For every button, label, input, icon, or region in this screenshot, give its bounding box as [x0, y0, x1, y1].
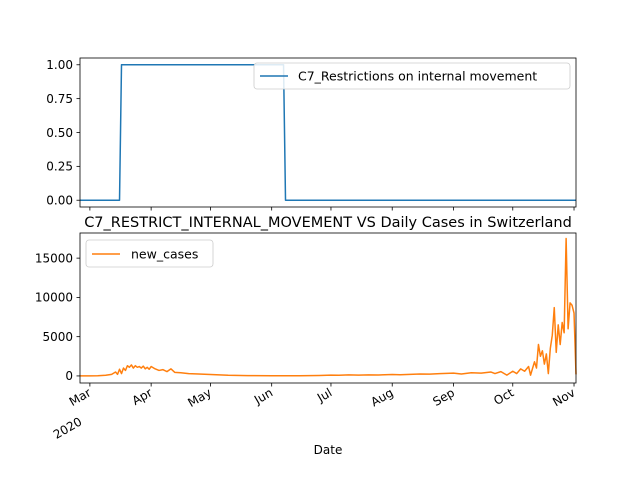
top-legend-box	[253, 62, 571, 90]
bottom-y-tick-label: 0	[65, 369, 73, 383]
bottom-plot-frame	[79, 232, 577, 384]
bottom-legend-label: new_cases	[131, 247, 198, 262]
bottom-legend-box	[85, 239, 214, 268]
x-tick-label: Jul	[314, 385, 334, 405]
top-chart: 0.00 0.25 0.50 0.75 1.00 C7_Restrictions on …	[46, 57, 577, 211]
top-legend-label: C7_Restrictions on internal movement	[298, 69, 537, 84]
bottom-y-tick-label: 15000	[35, 251, 73, 265]
bottom-legend: new_cases	[85, 239, 214, 268]
top-series-line-0	[80, 64, 576, 201]
top-legend: C7_Restrictions on internal movement	[253, 62, 571, 90]
bottom-y-tick-label: 10000	[35, 291, 73, 305]
top-y-tick-label: 0.75	[46, 92, 73, 106]
bottom-chart-title: C7_RESTRICT_INTERNAL_MOVEMENT VS Daily C…	[84, 215, 572, 231]
bottom-y-tick-label: 5000	[42, 330, 73, 344]
top-y-tick-label: 0.50	[46, 126, 73, 140]
top-y-tick-label: 0.00	[46, 194, 73, 208]
top-y-tick-label: 0.25	[46, 160, 73, 174]
top-y-tick-label: 1.00	[46, 58, 73, 72]
bottom-series-line-0	[79, 237, 577, 377]
bottom-x-axis-label: Date	[314, 443, 343, 457]
bottom-chart: C7_RESTRICT_INTERNAL_MOVEMENT VS Daily C…	[35, 215, 578, 457]
